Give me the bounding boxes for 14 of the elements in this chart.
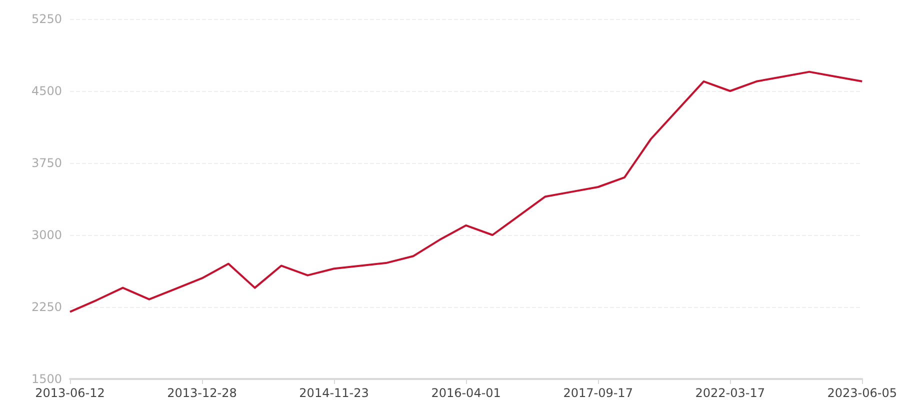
x-tick-label: 2014-11-23 (299, 386, 369, 400)
y-tick-label: 1500 (31, 372, 62, 386)
y-tick-label: 3750 (31, 156, 62, 170)
y-tick-label: 5250 (31, 12, 62, 26)
x-tick-label: 2013-12-28 (167, 386, 237, 400)
x-tick-label: 2023-06-05 (827, 386, 898, 400)
x-tick-label: 2017-09-17 (563, 386, 633, 400)
y-tick-label: 3000 (31, 228, 62, 242)
x-tick-label: 2013-06-12 (35, 386, 105, 400)
line-series (69, 70, 864, 313)
y-tick-label: 4500 (31, 84, 62, 98)
y-tick-label: 2250 (31, 300, 62, 314)
x-tick-label: 2016-04-01 (431, 386, 501, 400)
x-tick-label: 2022-03-17 (695, 386, 765, 400)
